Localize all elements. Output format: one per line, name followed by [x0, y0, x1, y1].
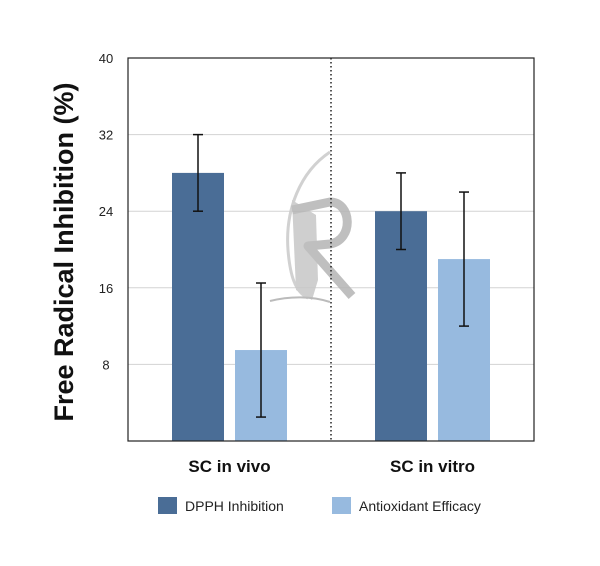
- error-bars: [193, 133, 469, 418]
- x-category-label: SC in vitro: [390, 457, 475, 476]
- legend-swatch: [158, 497, 177, 514]
- error-bar: [396, 172, 406, 251]
- y-tick-label: 8: [102, 357, 109, 372]
- x-category-label: SC in vivo: [188, 457, 270, 476]
- y-axis-label: Free Radical Inhibition (%): [49, 82, 79, 421]
- legend-label: Antioxidant Efficacy: [359, 498, 481, 514]
- y-tick-label: 24: [99, 204, 113, 219]
- y-tick-label: 16: [99, 281, 113, 296]
- legend: DPPH Inhibition Antioxidant Efficacy: [158, 497, 481, 514]
- plot-frame: [127, 57, 535, 442]
- error-bar: [459, 191, 469, 327]
- bar: [172, 172, 224, 441]
- legend-label: DPPH Inhibition: [185, 498, 284, 514]
- y-tick-label: 32: [99, 128, 113, 143]
- legend-swatch: [332, 497, 351, 514]
- error-bar: [256, 282, 266, 418]
- y-tick-labels: 8 16 24 32 40: [99, 51, 113, 372]
- x-category-labels: SC in vivo SC in vitro: [188, 457, 475, 476]
- watermark-logo: R: [269, 150, 356, 303]
- y-tick-label: 40: [99, 51, 113, 66]
- error-bar: [193, 133, 203, 212]
